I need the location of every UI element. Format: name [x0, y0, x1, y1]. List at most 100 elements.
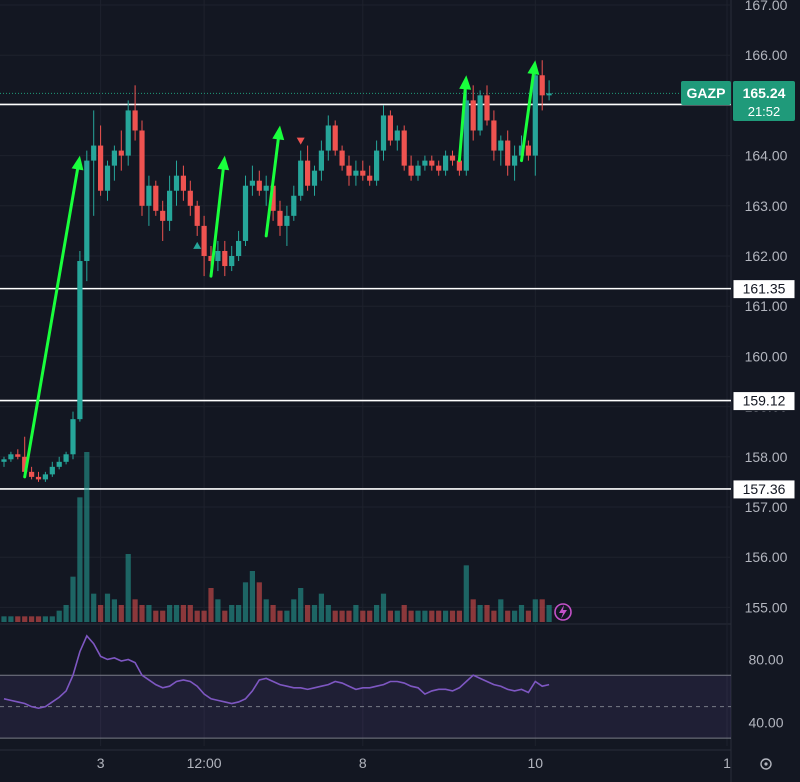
- candle-body: [256, 180, 262, 191]
- trend-arrow-shaft: [520, 72, 535, 163]
- level-label-bg: [732, 391, 796, 412]
- candle-body: [35, 476, 42, 480]
- level-label-bg: [732, 479, 796, 500]
- trend-arrow-shaft: [457, 87, 467, 163]
- volume-bar: [491, 610, 497, 622]
- last-price: 165.24: [743, 85, 786, 101]
- candle-body: [401, 130, 407, 166]
- volume-bar: [132, 599, 138, 622]
- volume-bar: [380, 593, 387, 622]
- volume-bar: [525, 610, 531, 622]
- candle-body: [180, 175, 186, 191]
- level-label: 157.36: [743, 481, 786, 497]
- volume-bar: [291, 599, 297, 622]
- candle-body: [360, 170, 366, 176]
- volume-bar: [180, 605, 186, 622]
- candle-body: [332, 125, 338, 151]
- candle-body: [146, 185, 152, 206]
- volume-bar: [346, 610, 352, 622]
- ticker-badge: GAZP: [681, 81, 731, 105]
- candle-body: [387, 115, 393, 141]
- volume-bar: [311, 605, 318, 622]
- candle-body: [42, 474, 48, 480]
- volume-bar: [422, 610, 428, 622]
- price-tick-label: 167.00: [745, 0, 788, 13]
- volume-bar: [470, 599, 476, 622]
- candle-body: [187, 190, 193, 206]
- candle-body: [201, 225, 207, 256]
- price-tick-label: 161.00: [745, 298, 788, 314]
- volume-bar: [70, 576, 76, 622]
- volume-bar: [208, 588, 214, 622]
- candle-body: [436, 165, 442, 171]
- candle-body: [29, 471, 35, 477]
- time-axis[interactable]: 3 12:00 8 10 1: [97, 755, 731, 771]
- candle-body: [125, 110, 131, 156]
- candle-body: [49, 466, 55, 475]
- volume-bar: [35, 616, 42, 622]
- last-price-badge: 165.24 21:52: [733, 81, 795, 121]
- candle-body: [525, 145, 531, 156]
- trend-arrow-shaft: [23, 167, 80, 479]
- volume-bar: [29, 616, 35, 622]
- bar-countdown: 21:52: [748, 104, 781, 119]
- time-tick-label: 8: [359, 755, 367, 771]
- candle-body: [194, 205, 200, 226]
- volume-bar: [194, 610, 200, 622]
- candle-body: [242, 185, 249, 241]
- candle-body: [311, 170, 318, 186]
- candle-body: [463, 100, 469, 171]
- trend-arrows: [23, 60, 540, 479]
- volume-bar: [415, 610, 421, 622]
- volume-bar: [360, 610, 366, 622]
- ticker-symbol: GAZP: [687, 85, 726, 101]
- candle-body: [15, 454, 21, 457]
- candle-body: [532, 75, 538, 156]
- candle-body: [353, 170, 359, 176]
- candle-body: [173, 175, 180, 191]
- candle-body: [208, 256, 214, 262]
- candle-body: [167, 190, 173, 221]
- volume-bar: [229, 605, 235, 622]
- time-tick-label: 1: [723, 755, 731, 771]
- settings-icon[interactable]: [760, 758, 772, 770]
- volume-bar: [160, 610, 166, 622]
- volume-bar: [449, 610, 456, 622]
- price-tick-label: 162.00: [745, 248, 788, 264]
- trend-arrow-head: [527, 60, 540, 75]
- price-tick-label: 166.00: [745, 47, 788, 63]
- candle-body: [456, 160, 462, 171]
- price-tick-label: 156.00: [745, 549, 788, 565]
- candle-body: [215, 250, 221, 262]
- time-tick-label: 12:00: [187, 755, 222, 771]
- volume-bar: [546, 605, 552, 622]
- signal-markers: [193, 137, 305, 249]
- volume-bar: [498, 599, 504, 622]
- volume-bar: [429, 610, 435, 622]
- volume-bar: [42, 616, 48, 622]
- lightning-icon[interactable]: [554, 603, 572, 621]
- volume-bar: [284, 610, 290, 622]
- volume-bar: [242, 582, 249, 622]
- candle-body: [98, 145, 104, 191]
- candle-body: [512, 155, 518, 166]
- candle-body: [1, 459, 7, 462]
- volume-bar: [401, 605, 407, 622]
- volume-bar: [374, 605, 380, 622]
- candle-body: [270, 185, 276, 211]
- volume-bar: [201, 610, 207, 622]
- candle-body: [505, 140, 511, 166]
- candle-body: [415, 165, 421, 176]
- volume-bar: [505, 610, 511, 622]
- candle-body: [153, 185, 159, 211]
- volume-bar: [187, 605, 193, 622]
- candle-body: [484, 95, 490, 121]
- candle-body: [77, 261, 83, 420]
- volume-bar: [339, 610, 345, 622]
- volume-bar: [256, 582, 262, 622]
- volume-bar: [436, 610, 442, 622]
- candle-body: [222, 250, 228, 267]
